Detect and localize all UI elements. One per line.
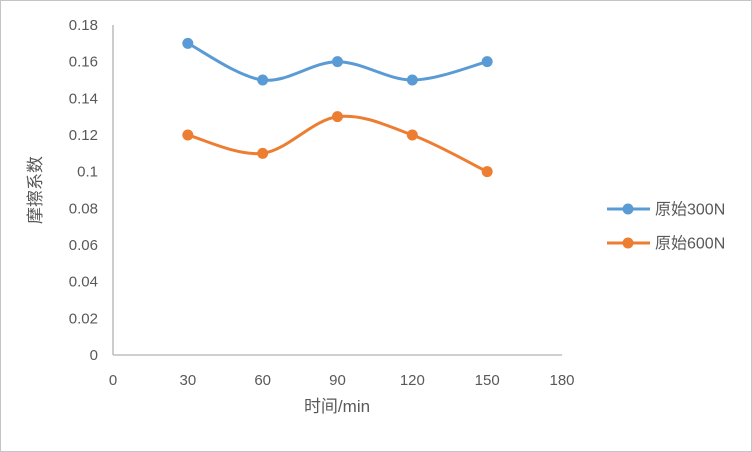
- legend: 原始300N 原始600N: [607, 201, 725, 253]
- x-axis-title: 时间/min: [304, 397, 370, 416]
- axis-tick-labels: 0 0.02 0.04 0.06 0.08 0.1 0.12 0.14 0.16 0.18 0 30 6…: [69, 17, 575, 389]
- legend-label: 原始600N: [655, 235, 725, 253]
- axes: [112, 25, 562, 356]
- data-point-marker: [406, 74, 418, 86]
- x-tick-label: 150: [475, 372, 500, 389]
- data-point-marker: [332, 111, 343, 123]
- data-point-marker: [182, 129, 194, 141]
- y-tick-label: 0: [90, 347, 98, 364]
- y-tick-label: 0.02: [69, 310, 98, 327]
- x-tick-label: 90: [329, 372, 346, 389]
- y-tick-label: 0.04: [69, 274, 98, 291]
- y-tick-label: 0.12: [69, 127, 98, 144]
- x-tick-label: 60: [254, 372, 271, 389]
- data-point-marker: [182, 37, 194, 49]
- y-tick-label: 0.1: [77, 164, 98, 181]
- y-tick-label: 0.08: [69, 200, 98, 217]
- y-axis-title: 摩擦系数: [26, 156, 45, 224]
- data-point-marker: [406, 129, 418, 141]
- data-series: [182, 37, 493, 178]
- data-point-marker: [481, 166, 493, 178]
- y-tick-label: 0.16: [69, 54, 98, 71]
- x-tick-label: 0: [109, 372, 117, 389]
- legend-item: 原始300N: [607, 201, 725, 219]
- legend-marker: [622, 203, 634, 215]
- data-point-marker: [257, 74, 269, 86]
- x-tick-label: 180: [549, 372, 574, 389]
- data-point-marker: [332, 56, 343, 68]
- legend-marker: [622, 237, 634, 249]
- legend-item: 原始600N: [607, 235, 725, 253]
- data-point-marker: [481, 56, 493, 68]
- y-tick-label: 0.14: [69, 90, 98, 107]
- data-point-marker: [257, 147, 269, 159]
- x-tick-label: 30: [179, 372, 196, 389]
- x-tick-label: 120: [400, 372, 425, 389]
- series-line: [186, 114, 489, 174]
- y-tick-label: 0.06: [69, 237, 98, 254]
- y-tick-label: 0.18: [69, 17, 98, 34]
- legend-label: 原始300N: [655, 201, 725, 219]
